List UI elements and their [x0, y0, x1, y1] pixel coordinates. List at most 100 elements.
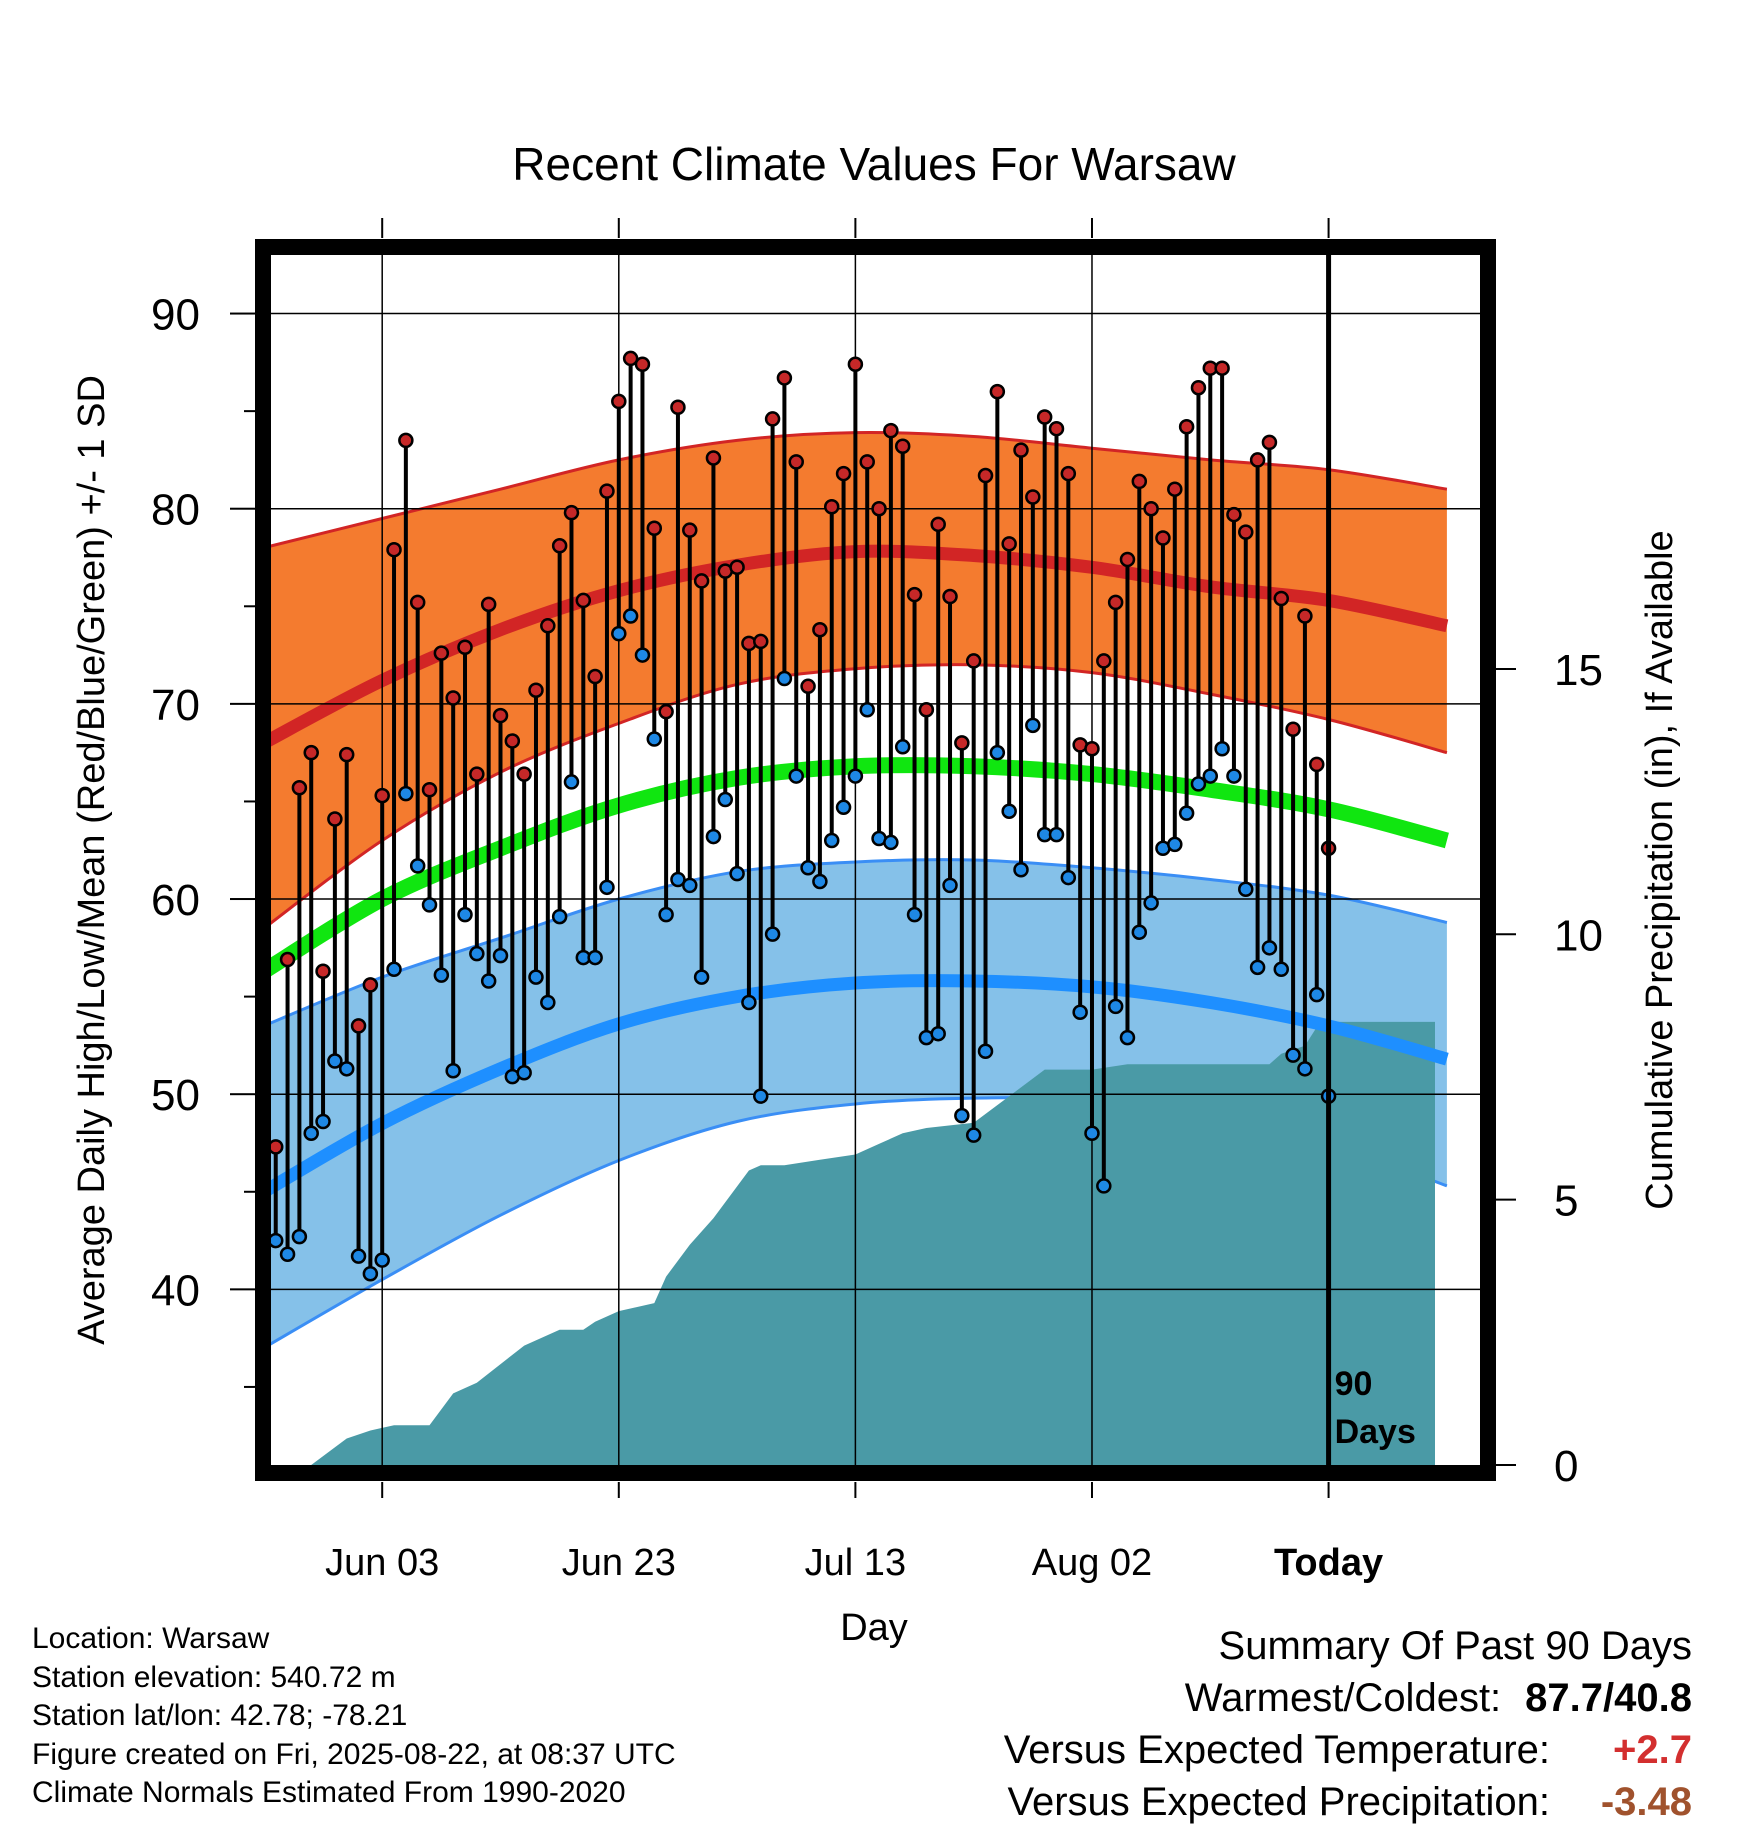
daily-high-point [291, 780, 308, 796]
daily-high-point [1308, 756, 1325, 773]
daily-high-point [776, 370, 793, 386]
daily-low-point [1261, 940, 1278, 956]
daily-high-point [800, 678, 816, 695]
daily-high-point [1013, 442, 1029, 458]
daily-high-point [859, 454, 875, 470]
daily-low-point [1107, 998, 1124, 1015]
daily-low-point [682, 877, 698, 894]
daily-low-point [291, 1228, 308, 1245]
daily-high-point [1190, 379, 1207, 396]
daily-high-point [930, 516, 946, 533]
daily-low-point [362, 1265, 379, 1282]
daily-low-point [409, 858, 426, 874]
daily-high-point [729, 559, 745, 576]
daily-high-point [954, 735, 970, 751]
daily-high-point [847, 356, 864, 373]
daily-low-point [859, 701, 875, 718]
daily-low-point [528, 969, 544, 985]
daily-low-point [729, 865, 745, 882]
daily-low-point [1308, 986, 1325, 1003]
created-text: Figure created on Fri, 2025-08-22, at 08… [32, 1737, 676, 1771]
daily-low-point [1285, 1047, 1301, 1063]
daily-low-point [835, 799, 852, 816]
temp-value: +2.7 [1613, 1728, 1692, 1772]
normals-text: Climate Normals Estimated From 1990-2020 [32, 1776, 626, 1809]
daily-low-point [338, 1061, 355, 1077]
daily-high-point [563, 504, 580, 521]
daily-low-point [398, 785, 414, 802]
daily-low-point [1238, 881, 1254, 898]
temp-row: Versus Expected Temperature: +2.7 [1004, 1724, 1692, 1776]
daily-low-point [646, 731, 663, 747]
daily-high-point [658, 703, 674, 720]
daily-low-point [883, 834, 899, 851]
daily-high-point [682, 522, 698, 538]
daily-high-point [271, 1139, 284, 1155]
daily-high-point [327, 811, 343, 827]
daily-high-point [753, 633, 769, 650]
daily-high-point [693, 573, 710, 589]
daily-high-point [788, 454, 804, 470]
precip-row: Versus Expected Precipitation: -3.48 [1004, 1776, 1692, 1828]
daily-low-point [279, 1246, 296, 1262]
daily-high-point [315, 963, 331, 979]
x-axis-label: Day [840, 1607, 908, 1649]
daily-low-point [492, 947, 509, 964]
daily-low-point [374, 1252, 390, 1268]
daily-high-point [942, 588, 958, 605]
daily-low-point [303, 1125, 319, 1141]
daily-high-point [1084, 741, 1100, 757]
daily-high-point [1238, 524, 1254, 540]
daily-low-point [954, 1107, 970, 1124]
daily-high-point [338, 746, 355, 763]
daily-low-point [812, 873, 828, 890]
daily-low-point [800, 860, 816, 876]
daily-low-point [1143, 895, 1159, 911]
daily-high-point [1001, 536, 1017, 552]
daily-high-point [1178, 418, 1195, 435]
daily-high-point [362, 977, 379, 993]
daily-high-point [540, 618, 556, 634]
daily-high-point [622, 350, 639, 367]
daily-low-point [965, 1127, 982, 1143]
y-tick-label: 50 [151, 1071, 200, 1120]
y-tick-label: 60 [151, 876, 200, 925]
daily-high-point [965, 653, 982, 669]
warm-cold-row: Warmest/Coldest: 87.7/40.8 [1004, 1672, 1692, 1724]
daily-high-point [279, 951, 296, 968]
summary-title: Summary Of Past 90 Days [1218, 1624, 1692, 1668]
daily-high-point [1119, 551, 1136, 568]
daily-high-point [516, 766, 532, 782]
daily-high-point [611, 393, 627, 410]
daily-low-point [1084, 1125, 1100, 1141]
normal-low-line [271, 974, 1449, 1196]
daily-high-point [1036, 409, 1053, 425]
y-tick-label: 40 [151, 1266, 200, 1315]
today-label-line1: 90 [1335, 1365, 1373, 1403]
daily-low-point [421, 897, 438, 913]
daily-high-point [492, 707, 509, 724]
daily-high-point [587, 668, 603, 685]
daily-high-point [1143, 500, 1159, 517]
daily-high-point [599, 483, 615, 499]
daily-high-point [504, 733, 521, 749]
daily-low-point [693, 969, 710, 985]
daily-low-point [469, 945, 485, 962]
daily-high-point [398, 432, 414, 449]
daily-low-point [989, 744, 1006, 761]
daily-low-point [776, 670, 793, 687]
station-info: Location: Warsaw Station elevation: 540.… [32, 1620, 676, 1813]
daily-low-point [906, 906, 923, 923]
daily-high-point [918, 701, 935, 718]
daily-low-point [717, 791, 734, 808]
high-lower-edge [271, 663, 1448, 925]
temp-label: Versus Expected Temperature: [1003, 1728, 1550, 1772]
daily-low-point [611, 625, 627, 642]
daily-low-point [1178, 805, 1195, 821]
normal-high-line [271, 544, 1449, 747]
y2-tick-label: 15 [1554, 646, 1603, 695]
daily-low-point [1297, 1061, 1313, 1077]
daily-low-point [658, 906, 674, 923]
daily-high-point [977, 467, 994, 484]
daily-low-point [1131, 924, 1148, 940]
